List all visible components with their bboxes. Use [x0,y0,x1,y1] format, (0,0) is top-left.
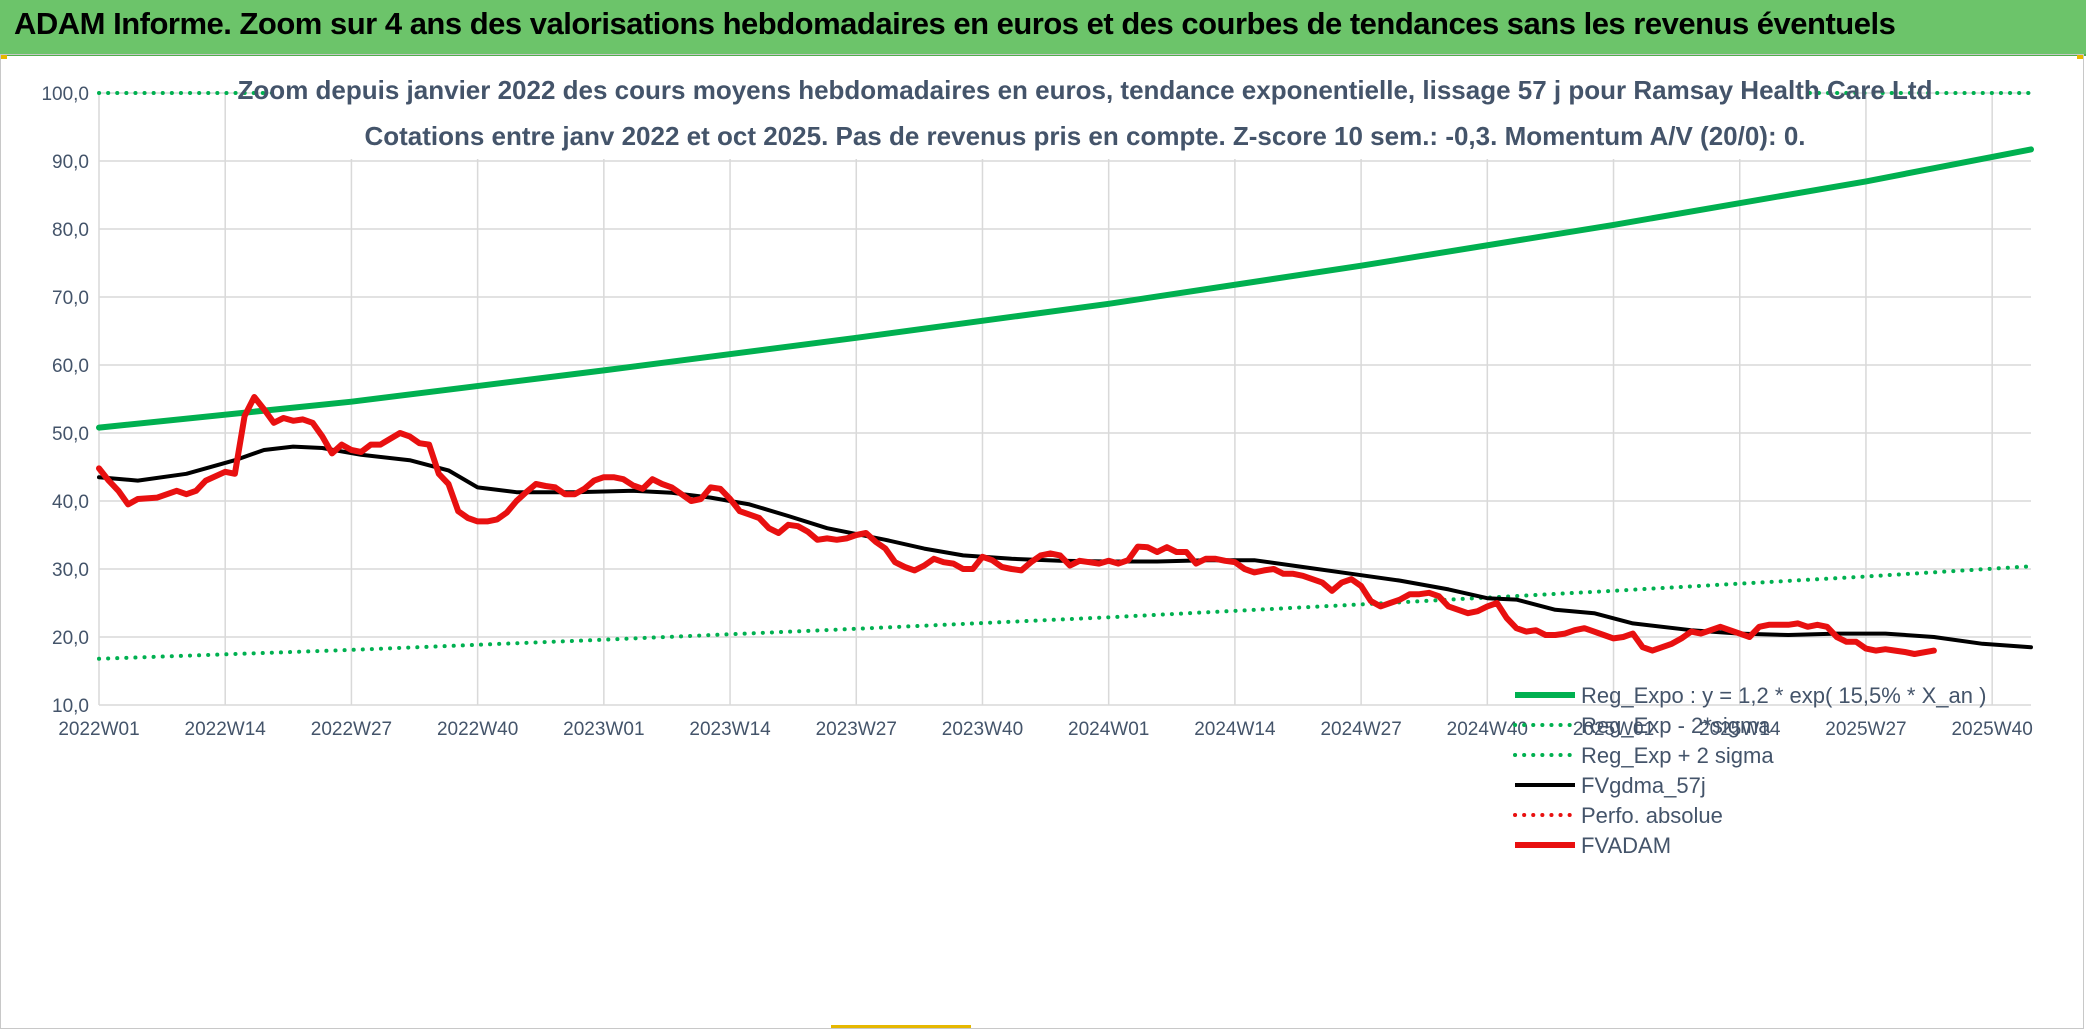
y-tick-label: 20,0 [52,628,89,649]
y-axis-ticks: 10,0 20,0 30,0 40,0 50,0 60,0 70,0 80,0 90,0 100,… [41,84,89,717]
y-tick-label: 30,0 [52,560,89,581]
y-tick-label: 80,0 [52,220,89,241]
chart-legend: Reg_Expo : y = 1,2 * exp( 15,5% * X_an )… [1513,683,1986,858]
legend-label: Reg_Expo : y = 1,2 * exp( 15,5% * X_an ) [1581,683,1986,708]
y-tick-label: 70,0 [52,288,89,309]
x-tick-label: 2025W14 [1699,719,1781,740]
corner-marker [1,55,7,59]
x-tick-label: 2023W27 [816,719,897,740]
x-tick-label: 2023W40 [942,719,1023,740]
bottom-marker [831,1025,971,1028]
y-tick-label: 50,0 [52,424,89,445]
series-line [96,146,2034,431]
y-tick-label: 90,0 [52,152,89,173]
x-tick-label: 2025W01 [1573,719,1654,740]
chart-area: Zoom depuis janvier 2022 des cours moyen… [0,54,2084,1029]
line-chart: Zoom depuis janvier 2022 des cours moyen… [41,69,2034,858]
y-tick-label: 40,0 [52,492,89,513]
x-tick-label: 2022W40 [437,719,518,740]
legend-label: Perfo. absolue [1581,803,1723,828]
x-tick-label: 2022W14 [185,719,267,740]
x-tick-label: 2022W01 [58,719,139,740]
x-tick-label: 2025W27 [1825,719,1906,740]
series-group [96,91,2034,661]
chart-title: Zoom depuis janvier 2022 des cours moyen… [238,75,1933,105]
legend-label: FVgdma_57j [1581,773,1706,798]
report-header: ADAM Informe. Zoom sur 4 ans des valoris… [0,0,2086,56]
x-tick-label: 2024W27 [1320,719,1401,740]
legend-label: FVADAM [1581,833,1671,858]
corner-marker [2077,55,2083,59]
chart-subtitle: Cotations entre janv 2022 et oct 2025. P… [364,121,1805,151]
x-axis-ticks: 2022W01 2022W14 2022W27 2022W40 2023W01 2023W… [58,719,2033,740]
legend-label: Reg_Exp + 2 sigma [1581,743,1774,768]
x-tick-label: 2022W27 [311,719,392,740]
y-tick-label: 60,0 [52,356,89,377]
series-line [96,394,1937,657]
y-tick-label: 10,0 [52,696,89,717]
series-line [97,444,2033,650]
x-tick-label: 2024W01 [1068,719,1149,740]
series-line [97,564,2033,661]
x-tick-label: 2025W40 [1951,719,2032,740]
x-tick-label: 2024W14 [1194,719,1276,740]
legend-label: Reg_Exp - 2*sigma [1581,713,1771,738]
y-tick-label: 100,0 [41,84,89,105]
title-background [273,69,1809,159]
x-tick-label: 2024W40 [1447,719,1528,740]
x-tick-label: 2023W14 [689,719,771,740]
x-tick-label: 2023W01 [563,719,644,740]
report-title: ADAM Informe. Zoom sur 4 ans des valoris… [14,6,1896,41]
